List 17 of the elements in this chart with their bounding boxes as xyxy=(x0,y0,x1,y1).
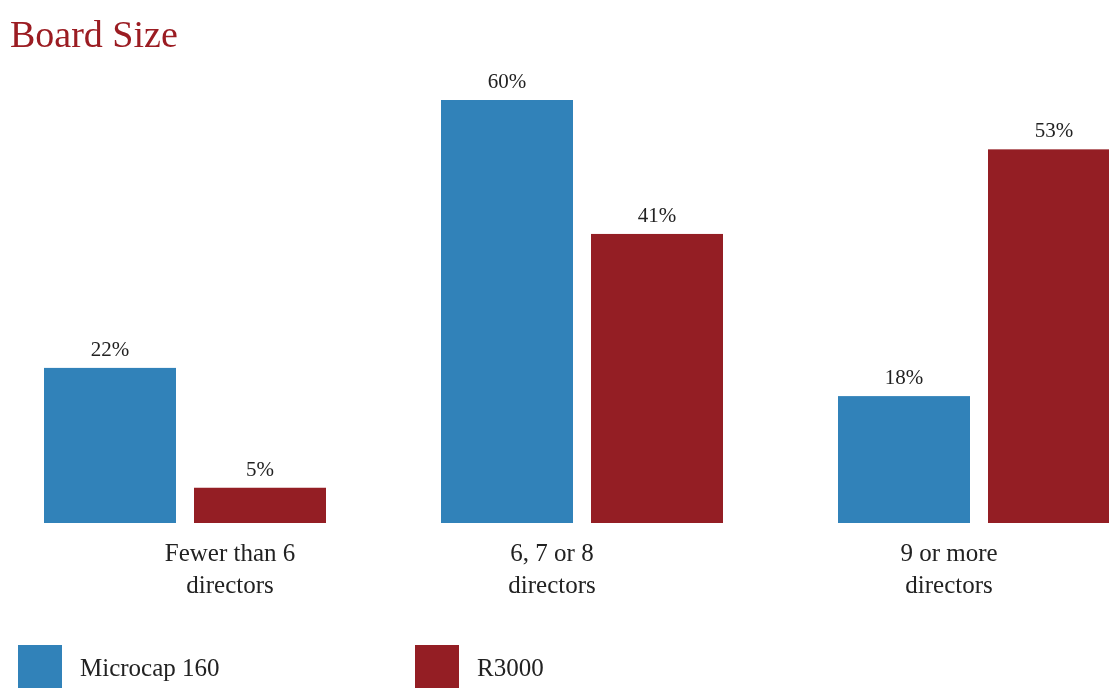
bar xyxy=(591,233,723,523)
bar xyxy=(44,367,176,523)
data-label: 5% xyxy=(246,456,274,481)
x-tick-label: Fewer than 6 directors xyxy=(164,539,296,598)
data-label: 22% xyxy=(90,336,130,361)
legend-label: R3000 xyxy=(477,654,544,681)
x-tick-label: 6, 7 or 8 directors xyxy=(508,539,596,598)
data-label: 18% xyxy=(884,365,924,390)
bar xyxy=(838,396,970,523)
legend-label: Microcap 160 xyxy=(80,654,220,681)
data-label: 41% xyxy=(637,202,677,227)
chart-title: Board Size xyxy=(10,13,178,55)
data-label: 60% xyxy=(487,69,527,93)
data-label: 53% xyxy=(1034,118,1074,143)
bar xyxy=(441,100,573,523)
bar xyxy=(194,487,326,523)
x-tick-label: 9 or more directors xyxy=(900,539,998,598)
